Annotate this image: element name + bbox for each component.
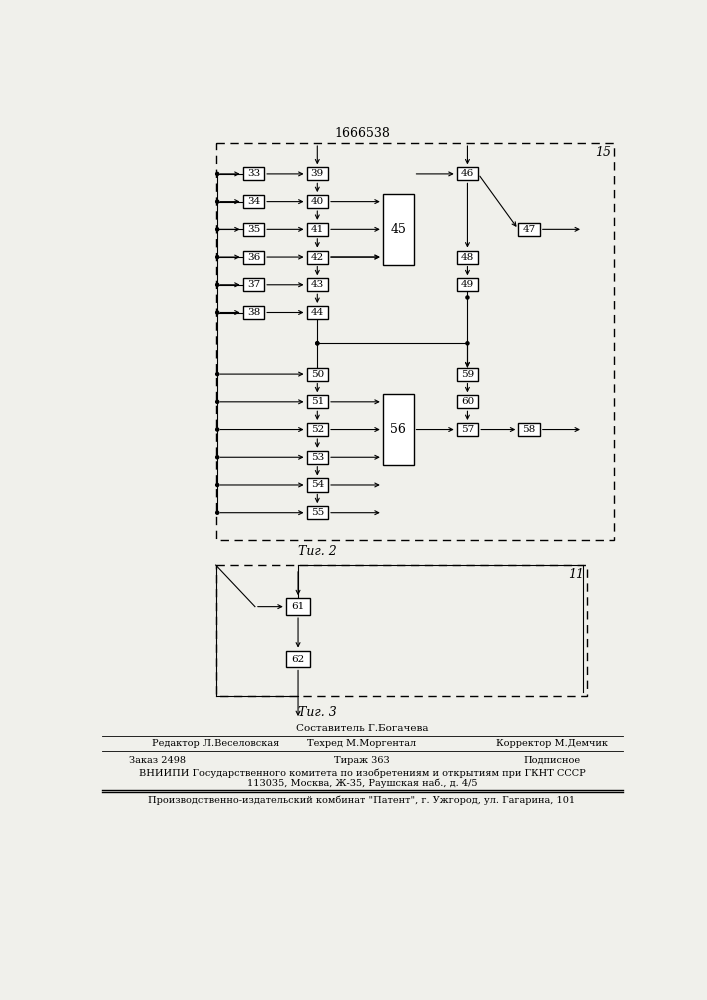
Text: ВНИИПИ Государственного комитета по изобретениям и открытиям при ГКНТ СССР: ВНИИПИ Государственного комитета по изоб… (139, 768, 585, 778)
Bar (243, 306, 264, 319)
Text: 45: 45 (390, 223, 406, 236)
Text: 46: 46 (461, 169, 474, 178)
Circle shape (216, 400, 218, 403)
Bar (457, 251, 478, 264)
Text: 50: 50 (310, 370, 324, 379)
Text: 33: 33 (247, 169, 260, 178)
Circle shape (216, 428, 218, 431)
Circle shape (216, 311, 218, 314)
Text: 15: 15 (595, 146, 611, 159)
Circle shape (216, 456, 218, 459)
Bar (307, 478, 328, 492)
Bar (307, 223, 328, 236)
Text: Техред М.Моргентал: Техред М.Моргентал (308, 739, 416, 748)
Text: 34: 34 (247, 197, 260, 206)
Text: 1666538: 1666538 (334, 127, 390, 140)
Bar (457, 167, 478, 180)
Text: Редактор Л.Веселовская: Редактор Л.Веселовская (152, 739, 279, 748)
Text: 52: 52 (310, 425, 324, 434)
Text: 57: 57 (461, 425, 474, 434)
Text: 53: 53 (310, 453, 324, 462)
Text: 60: 60 (461, 397, 474, 406)
Bar (243, 251, 264, 264)
Circle shape (216, 200, 218, 203)
Bar (307, 395, 328, 408)
Text: Подписное: Подписное (524, 756, 580, 765)
Text: 113035, Москва, Ж-35, Раушская наб., д. 4/5: 113035, Москва, Ж-35, Раушская наб., д. … (247, 778, 477, 788)
Circle shape (216, 483, 218, 487)
Text: 35: 35 (247, 225, 260, 234)
Bar (518, 223, 540, 236)
Bar (216, 565, 587, 696)
Bar (457, 423, 478, 436)
Circle shape (216, 373, 218, 376)
Bar (286, 651, 310, 667)
Circle shape (216, 283, 218, 286)
Text: 40: 40 (310, 197, 324, 206)
Bar (307, 368, 328, 381)
Bar (382, 194, 414, 265)
Text: Заказ 2498: Заказ 2498 (129, 756, 186, 765)
Bar (307, 423, 328, 436)
Text: 11: 11 (568, 568, 584, 581)
Circle shape (316, 342, 319, 345)
Text: Τиг. 2: Τиг. 2 (298, 545, 337, 558)
Text: 59: 59 (461, 370, 474, 379)
Text: Составитель Г.Богачева: Составитель Г.Богачева (296, 724, 428, 733)
Bar (307, 195, 328, 208)
Circle shape (466, 296, 469, 299)
Text: Тираж 363: Тираж 363 (334, 756, 390, 765)
Circle shape (216, 228, 218, 231)
Bar (286, 598, 310, 615)
Circle shape (316, 342, 319, 345)
Bar (307, 306, 328, 319)
Text: 38: 38 (247, 308, 260, 317)
Text: 61: 61 (291, 602, 305, 611)
Circle shape (216, 172, 218, 175)
Text: 58: 58 (522, 425, 536, 434)
Text: Корректор М.Демчик: Корректор М.Демчик (496, 739, 608, 748)
Text: 44: 44 (310, 308, 324, 317)
Text: 48: 48 (461, 253, 474, 262)
Bar (216, 143, 614, 540)
Text: 49: 49 (461, 280, 474, 289)
Text: 56: 56 (390, 423, 406, 436)
Bar (457, 395, 478, 408)
Text: 41: 41 (310, 225, 324, 234)
Bar (382, 394, 414, 465)
Text: 62: 62 (291, 654, 305, 664)
Bar (243, 278, 264, 291)
Bar (518, 423, 540, 436)
Circle shape (466, 342, 469, 345)
Text: 54: 54 (310, 480, 324, 489)
Bar (457, 368, 478, 381)
Bar (243, 223, 264, 236)
Text: 47: 47 (522, 225, 536, 234)
Text: Производственно-издательский комбинат "Патент", г. Ужгород, ул. Гагарина, 101: Производственно-издательский комбинат "П… (148, 796, 575, 805)
Text: Τиг. 3: Τиг. 3 (298, 706, 337, 719)
Bar (307, 451, 328, 464)
Text: 51: 51 (310, 397, 324, 406)
Bar (243, 195, 264, 208)
Circle shape (216, 256, 218, 259)
Text: 37: 37 (247, 280, 260, 289)
Text: 36: 36 (247, 253, 260, 262)
Bar (457, 278, 478, 291)
Text: 39: 39 (310, 169, 324, 178)
Bar (307, 251, 328, 264)
Bar (243, 167, 264, 180)
Text: 55: 55 (310, 508, 324, 517)
Bar (307, 167, 328, 180)
Circle shape (216, 511, 218, 514)
Text: 43: 43 (310, 280, 324, 289)
Bar (307, 506, 328, 519)
Text: 42: 42 (310, 253, 324, 262)
Bar (307, 278, 328, 291)
